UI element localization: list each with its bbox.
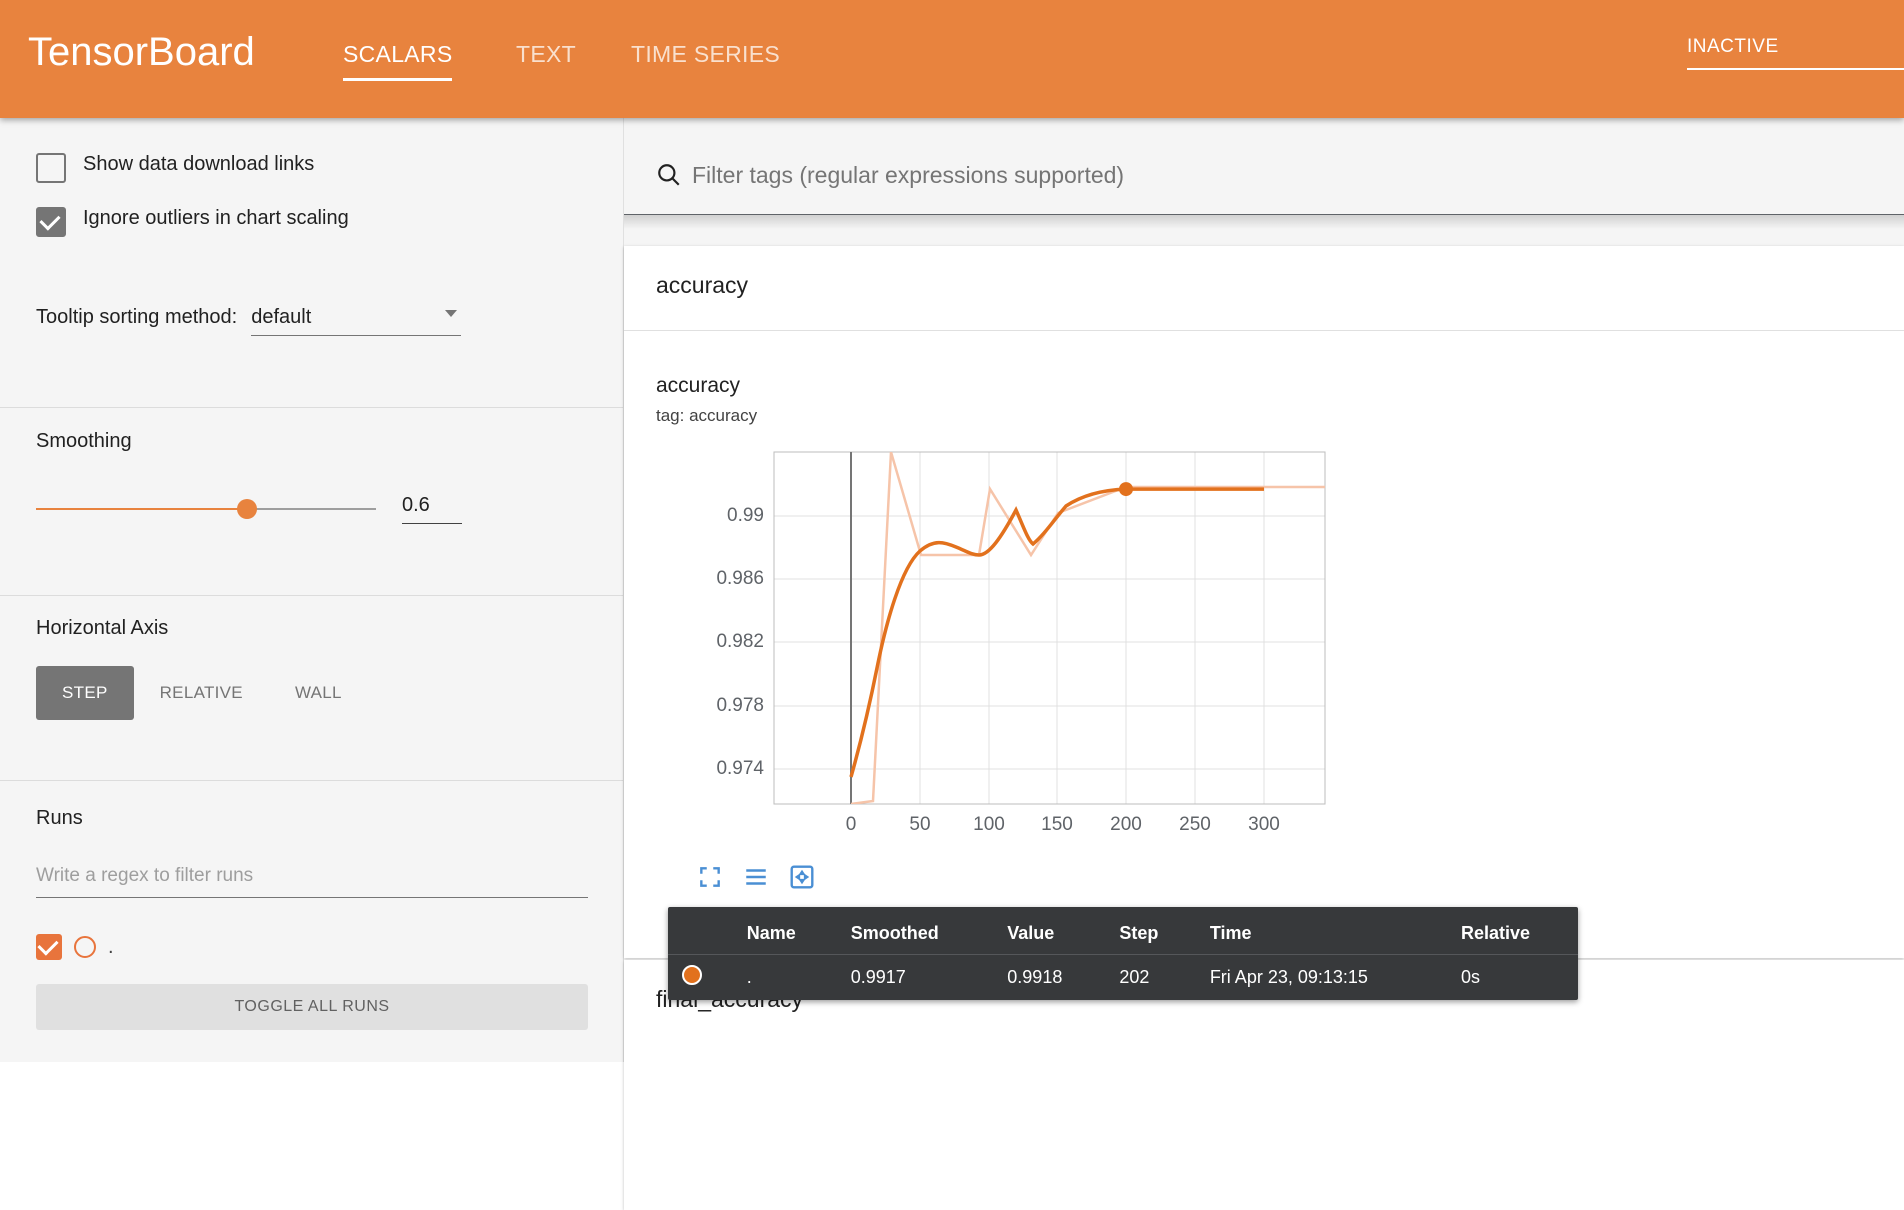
svg-text:100: 100 bbox=[973, 814, 1005, 835]
svg-text:250: 250 bbox=[1179, 814, 1211, 835]
svg-text:150: 150 bbox=[1041, 814, 1073, 835]
svg-text:0.978: 0.978 bbox=[716, 695, 764, 716]
svg-text:0: 0 bbox=[846, 814, 857, 835]
svg-text:0.982: 0.982 bbox=[716, 631, 764, 652]
svg-text:0.974: 0.974 bbox=[716, 758, 764, 779]
svg-text:200: 200 bbox=[1110, 814, 1142, 835]
svg-text:50: 50 bbox=[909, 814, 930, 835]
svg-text:0.986: 0.986 bbox=[716, 568, 764, 589]
svg-text:0.99: 0.99 bbox=[727, 505, 764, 526]
svg-text:300: 300 bbox=[1248, 814, 1280, 835]
